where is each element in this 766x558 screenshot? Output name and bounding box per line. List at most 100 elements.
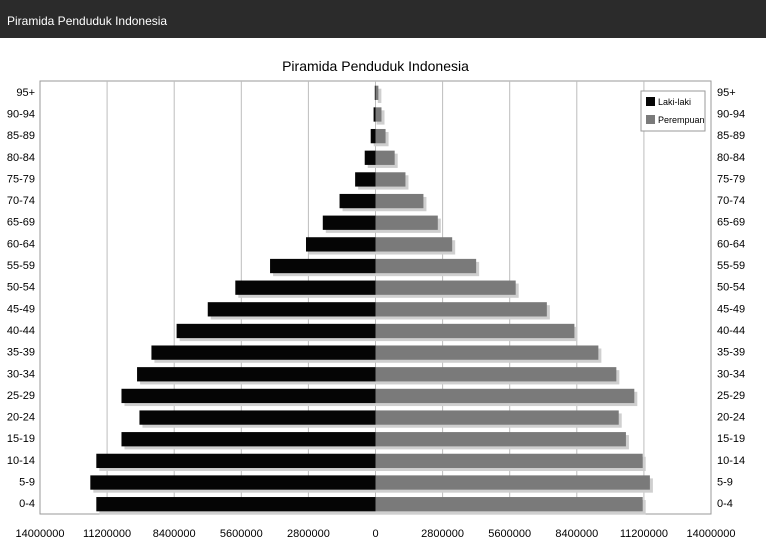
y-tick-label-right: 30-34 xyxy=(717,368,745,380)
y-tick-label-left: 0-4 xyxy=(19,498,35,510)
window-title: Piramida Penduduk Indonesia xyxy=(7,14,168,28)
bar-perempuan xyxy=(375,302,547,317)
y-tick-label-left: 80-84 xyxy=(7,152,35,164)
chart-frame: Piramida Penduduk Indonesia 14000000 11200… xyxy=(0,38,766,558)
bar-perempuan xyxy=(375,85,379,100)
y-tick-label-right: 65-69 xyxy=(717,217,745,229)
y-tick-label-right: 80-84 xyxy=(717,152,745,164)
bar-perempuan xyxy=(375,150,395,165)
bar-laki-laki xyxy=(137,367,376,382)
x-tick-label: 0 xyxy=(372,528,378,540)
y-tick-label-left: 30-34 xyxy=(7,368,35,380)
y-tick-label-right: 75-79 xyxy=(717,173,745,185)
bar-laki-laki xyxy=(270,258,376,274)
bar-perempuan xyxy=(375,475,650,490)
bar-laki-laki xyxy=(151,345,376,360)
bar-perempuan xyxy=(375,388,635,404)
bar-perempuan xyxy=(375,345,599,360)
y-tick-label-left: 65-69 xyxy=(7,217,35,229)
bar-laki-laki xyxy=(306,237,376,252)
bar-laki-laki xyxy=(121,432,376,447)
y-tick-label-left: 45-49 xyxy=(7,303,35,315)
bar-perempuan xyxy=(375,172,406,187)
population-pyramid-chart: Piramida Penduduk Indonesia 14000000 11200… xyxy=(7,58,745,540)
bar-shadow xyxy=(378,110,385,125)
legend xyxy=(640,90,706,132)
bar-laki-laki xyxy=(355,172,376,187)
bar-perempuan xyxy=(375,128,386,144)
y-tick-label-left: 95+ xyxy=(16,87,35,99)
y-tick-label-right: 45-49 xyxy=(717,303,745,315)
y-tick-label-right: 35-39 xyxy=(717,347,745,359)
bar-laki-laki xyxy=(374,85,376,100)
bar-perempuan xyxy=(375,193,424,209)
bar-perempuan xyxy=(375,215,438,230)
y-tick-label-left: 90-94 xyxy=(7,108,35,120)
bar-laki-laki xyxy=(364,150,376,165)
x-tick-label: 2800000 xyxy=(287,528,330,540)
bar-perempuan xyxy=(375,107,382,122)
y-tick-label-right: 55-59 xyxy=(717,260,745,272)
y-tick-label-right: 20-24 xyxy=(717,412,745,424)
bar-laki-laki xyxy=(96,497,376,512)
bar-laki-laki xyxy=(373,107,376,122)
x-tick-label: 11200000 xyxy=(83,528,131,540)
y-tick-label-right: 10-14 xyxy=(717,455,745,467)
y-tick-label-left: 50-54 xyxy=(7,282,35,294)
bar-laki-laki xyxy=(322,215,376,230)
y-tick-label-right: 90-94 xyxy=(717,108,745,120)
x-tick-label: 8400000 xyxy=(153,528,196,540)
y-tick-label-right: 40-44 xyxy=(717,325,745,337)
y-tick-label-right: 60-64 xyxy=(717,238,745,250)
x-tick-label: 2800000 xyxy=(421,528,464,540)
y-tick-label-right: 50-54 xyxy=(717,282,745,294)
bar-laki-laki xyxy=(121,388,376,404)
bar-perempuan xyxy=(375,497,643,512)
bar-laki-laki xyxy=(139,410,376,425)
y-tick-label-left: 60-64 xyxy=(7,238,35,250)
y-tick-label-left: 35-39 xyxy=(7,347,35,359)
y-tick-label-left: 70-74 xyxy=(7,195,35,207)
y-tick-label-left: 10-14 xyxy=(7,455,35,467)
y-tick-label-right: 25-29 xyxy=(717,390,745,402)
x-tick-label: 11200000 xyxy=(620,528,668,540)
y-tick-label-left: 20-24 xyxy=(7,412,35,424)
legend-label-laki-laki: Laki-laki xyxy=(658,97,691,107)
y-tick-label-right: 95+ xyxy=(717,87,736,99)
y-tick-label-right: 85-89 xyxy=(717,130,745,142)
window-titlebar: Piramida Penduduk Indonesia xyxy=(0,0,766,39)
bar-laki-laki xyxy=(339,193,376,209)
y-tick-label-left: 25-29 xyxy=(7,390,35,402)
legend-swatch-laki-laki xyxy=(646,97,655,106)
y-tick-label-left: 15-19 xyxy=(7,433,35,445)
bar-perempuan xyxy=(375,280,516,295)
bar-laki-laki xyxy=(90,475,376,490)
y-tick-label-left: 5-9 xyxy=(19,477,35,489)
y-tick-label-left: 55-59 xyxy=(7,260,35,272)
x-tick-label: 5600000 xyxy=(220,528,263,540)
y-tick-label-left: 75-79 xyxy=(7,173,35,185)
x-tick-label: 14000000 xyxy=(16,528,65,540)
bar-laki-laki xyxy=(176,323,376,339)
y-tick-label-left: 85-89 xyxy=(7,130,35,142)
chart-title: Piramida Penduduk Indonesia xyxy=(282,58,469,74)
y-tick-label-left: 40-44 xyxy=(7,325,35,337)
bar-laki-laki xyxy=(96,453,376,469)
y-tick-label-right: 0-4 xyxy=(717,498,733,510)
x-tick-label: 14000000 xyxy=(687,528,736,540)
bar-laki-laki xyxy=(370,128,376,144)
bar-perempuan xyxy=(375,258,477,274)
legend-label-perempuan: Perempuan xyxy=(658,115,705,125)
bar-laki-laki xyxy=(207,302,376,317)
bar-laki-laki xyxy=(235,280,376,295)
bar-perempuan xyxy=(375,237,453,252)
bar-shadow xyxy=(378,88,382,103)
bar-perempuan xyxy=(375,323,575,339)
bar-perempuan xyxy=(375,453,643,469)
x-tick-label: 5600000 xyxy=(488,528,531,540)
bar-perempuan xyxy=(375,410,619,425)
bar-perempuan xyxy=(375,367,617,382)
y-tick-label-right: 70-74 xyxy=(717,195,745,207)
bar-perempuan xyxy=(375,432,626,447)
x-tick-label: 8400000 xyxy=(555,528,598,540)
